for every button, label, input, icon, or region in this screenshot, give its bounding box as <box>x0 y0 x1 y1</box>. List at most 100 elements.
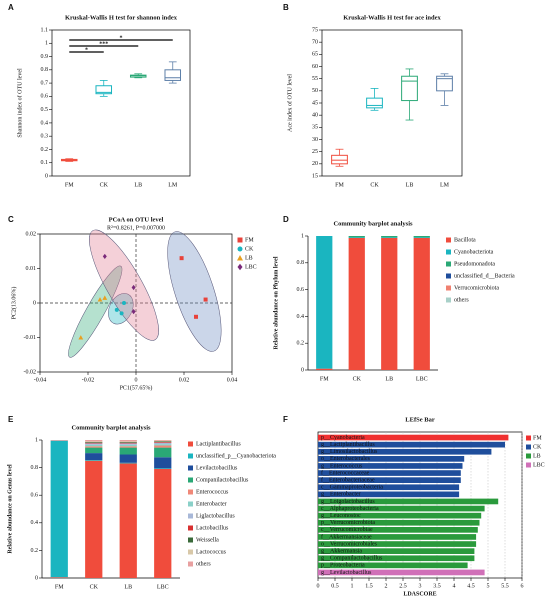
legend-swatch <box>526 444 531 450</box>
bar-segment <box>154 444 172 446</box>
bar <box>318 498 499 505</box>
bar <box>318 470 461 476</box>
bar-segment <box>85 440 103 442</box>
bar-label: p__Cyanobacteria <box>321 435 365 441</box>
y-tick-label: 0.6 <box>297 287 305 293</box>
y-tick-label: 40 <box>312 113 318 119</box>
legend-marker <box>237 263 243 271</box>
y-tick-label: 0 <box>35 575 38 581</box>
point <box>131 309 136 315</box>
point <box>119 311 124 316</box>
bar-segment <box>316 368 333 370</box>
legend-label: Verrucomicrobiota <box>454 285 499 291</box>
bar-label: g__Limosilactobacillus <box>321 449 378 455</box>
box <box>366 97 383 109</box>
x-tick-label: FM <box>55 584 64 590</box>
bar-segment <box>381 237 398 239</box>
group-ellipse <box>108 293 134 325</box>
bar-label: p__Proteobacteria <box>321 563 365 569</box>
y-tick-label: 30 <box>312 137 318 143</box>
x-tick-label: LBC <box>157 584 169 590</box>
bar-label: g__Loigolactobacillus <box>321 499 375 505</box>
bar-segment <box>316 236 333 369</box>
legend-marker <box>237 255 243 261</box>
bar-segment <box>413 237 430 239</box>
legend-swatch <box>526 435 531 441</box>
bar-segment <box>85 447 103 454</box>
bar-segment <box>119 442 137 443</box>
y-tick-label: 0.7 <box>41 80 49 86</box>
bar-label: o__Enterobacterales <box>321 456 371 462</box>
legend-label: Liglactobacillus <box>196 513 235 519</box>
box <box>164 69 182 81</box>
chart-title: LEfSe Bar <box>405 416 435 423</box>
bar <box>318 434 509 441</box>
bar-label: g__Leuconostoc <box>321 513 361 519</box>
y-tick-label: 0.2 <box>31 548 39 554</box>
bar-label: o__Verrucomicrobiales <box>321 541 378 547</box>
chart-title: Kruskal-Wallis H test for ace index <box>343 14 441 21</box>
x-tick-label: LM <box>440 182 450 188</box>
x-tick-label: 1.5 <box>365 583 373 589</box>
bar-segment <box>154 441 172 443</box>
bar-segment <box>154 457 172 469</box>
x-tick-label: 0.5 <box>331 583 339 589</box>
x-tick-label: 3.5 <box>433 583 441 589</box>
bar-segment <box>85 453 103 461</box>
bar <box>318 441 505 448</box>
x-tick-label: FM <box>65 182 74 188</box>
legend-label: LB <box>533 453 541 459</box>
legend-label: LB <box>245 255 253 261</box>
legend-swatch <box>188 465 193 471</box>
bar-label: g__Akkermansia <box>321 549 362 555</box>
x-tick-label: -0.04 <box>34 377 47 383</box>
bar-segment <box>85 442 103 444</box>
group-ellipse <box>167 231 222 352</box>
y-tick-label: 60 <box>312 64 318 70</box>
bar-segment <box>154 442 172 445</box>
significance-label: * <box>85 47 88 53</box>
y-tick-label: 45 <box>312 100 318 106</box>
bar-segment <box>119 454 137 463</box>
x-tick-label: LB <box>124 584 132 590</box>
y-axis-label: Shannon index of OTU level <box>16 68 23 138</box>
y-tick-label: 50 <box>312 88 318 94</box>
bar <box>318 484 460 491</box>
y-tick-label: 55 <box>312 76 318 82</box>
legend-label: Enterococcus <box>196 489 229 495</box>
x-tick-label: 4 <box>453 583 456 589</box>
legend-swatch <box>446 237 451 243</box>
bar-segment <box>348 237 365 239</box>
point <box>102 295 108 300</box>
box <box>95 85 113 95</box>
y-tick-label: 1 <box>301 233 304 239</box>
bar <box>318 456 465 462</box>
legend-swatch <box>188 453 193 459</box>
y-tick-label: 65 <box>312 52 318 58</box>
y-tick-label: 0 <box>301 367 304 373</box>
bar-segment <box>119 441 137 443</box>
chart-title: Community barplot analysis <box>333 220 413 227</box>
bar-segment <box>154 447 172 458</box>
bar-label: g__Enterococcus <box>321 463 363 469</box>
bar-segment <box>85 444 103 447</box>
legend-swatch <box>446 297 451 303</box>
legend-swatch <box>188 549 193 555</box>
x-tick-label: FM <box>320 376 329 382</box>
y-tick-label: 0.4 <box>31 520 39 526</box>
y-tick-label: 0.1 <box>41 160 49 166</box>
legend-label: Bacillota <box>454 237 476 243</box>
legend-label: unclassified_p__Cyanobacteriota <box>196 452 276 459</box>
bar-segment <box>154 445 172 448</box>
significance-label: *** <box>99 41 108 47</box>
y-tick-label: 0.6 <box>31 493 39 499</box>
bar-label: g__Enterobacter <box>321 492 361 498</box>
bar <box>318 448 492 455</box>
point <box>179 256 184 261</box>
y-tick-label: 0.01 <box>26 266 37 272</box>
bar-segment <box>119 462 137 464</box>
panel-label: D <box>283 215 289 224</box>
y-tick-label: 0.4 <box>41 120 49 126</box>
point <box>102 253 107 260</box>
legend-label: Lactiplantibacillus <box>196 441 241 447</box>
